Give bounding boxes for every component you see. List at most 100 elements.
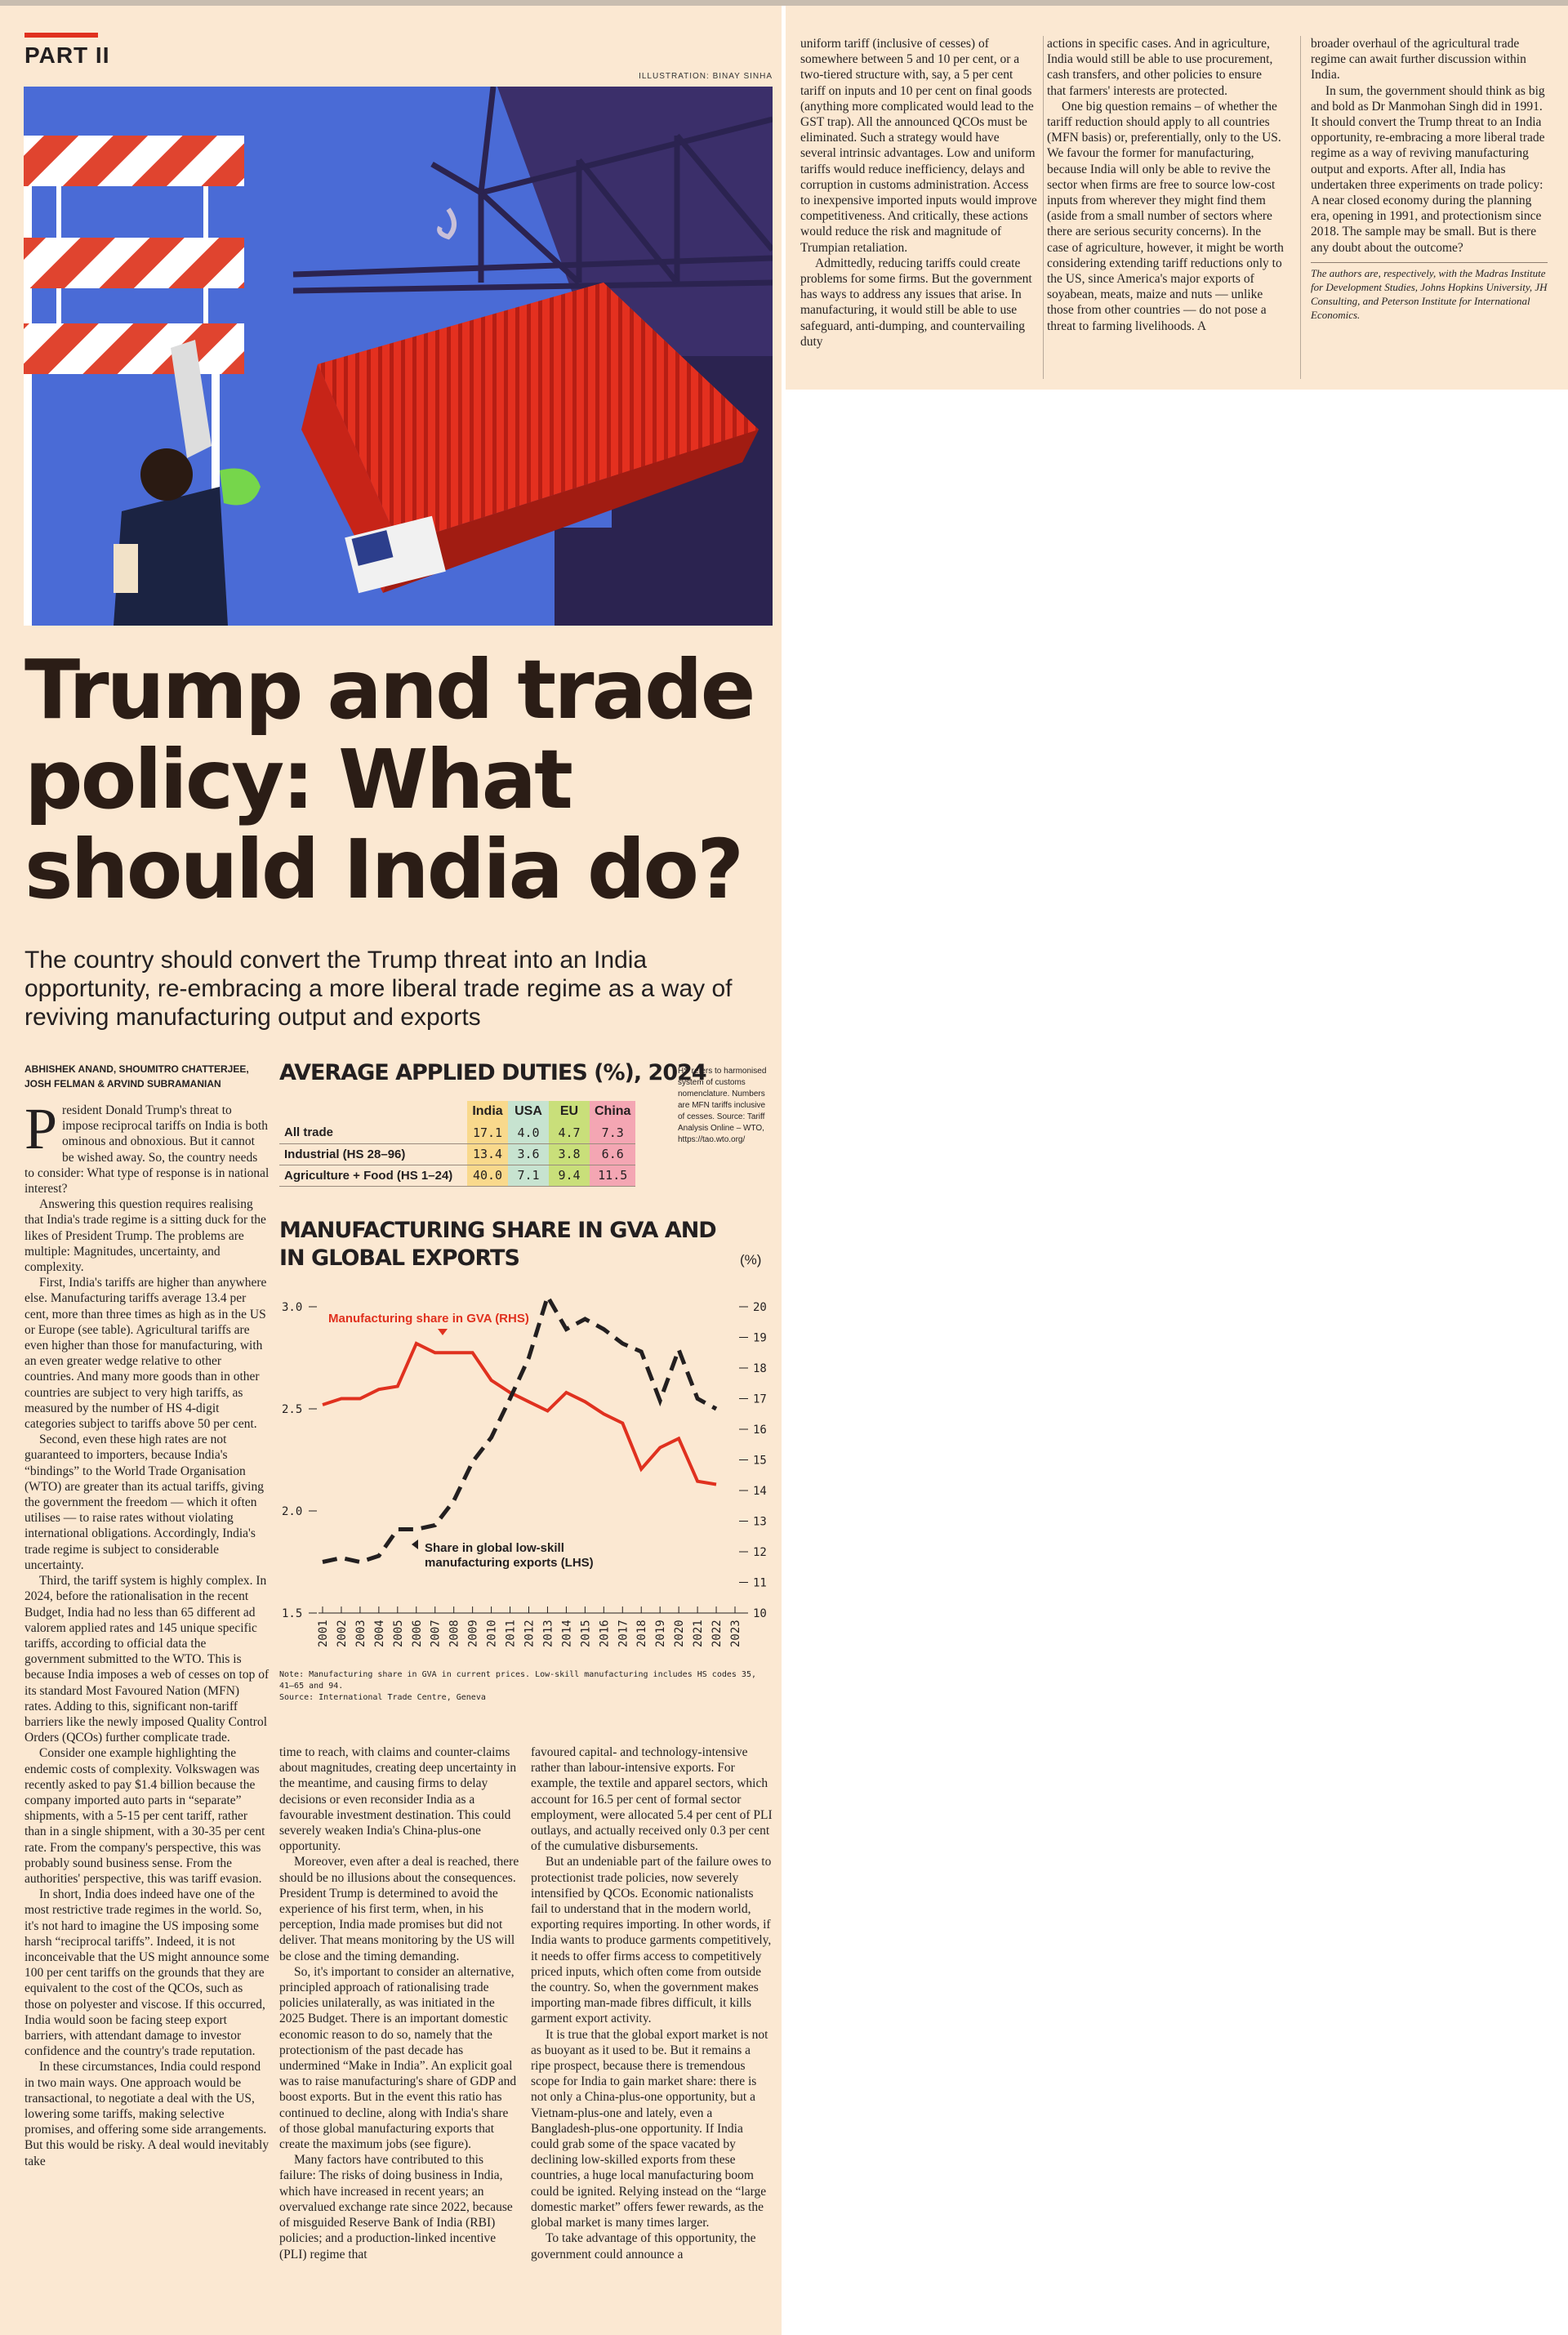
x-tick-label: 2003	[354, 1620, 368, 1647]
paragraph: In sum, the government should think as b…	[1311, 83, 1545, 255]
x-tick-label: 2016	[598, 1620, 611, 1647]
paragraph: time to reach, with claims and counter-c…	[279, 1745, 517, 1854]
table-title: AVERAGE APPLIED DUTIES (%), 2024	[279, 1060, 707, 1085]
x-tick-label: 2002	[336, 1620, 349, 1647]
x-tick-label: 2017	[617, 1620, 630, 1647]
manufacturing-chart: 2001 2002 2003 2004 2005 2006 2007 2008 2009 2010…	[282, 1291, 767, 1647]
right-axis-tick-label: 14	[753, 1485, 767, 1498]
gva-share-line	[322, 1341, 717, 1486]
series-label-exports: Share in global low-skill manufacturing e…	[425, 1541, 594, 1570]
right-axis-tick-label: 19	[753, 1332, 767, 1345]
chart-source: Source: International Trade Centre, Gene…	[279, 1693, 486, 1702]
paragraph: But an undeniable part of the failure ow…	[531, 1855, 772, 2026]
paragraph: broader overhaul of the agricultural tra…	[1311, 37, 1526, 82]
paragraph: uniform tariff (inclusive of cesses) of …	[800, 37, 1037, 255]
duties-table: India USA EU China All trade 17.1 4.0 4.…	[279, 1101, 636, 1187]
x-tick-label: 2006	[411, 1620, 424, 1647]
row-label: Industrial (HS 28–96)	[279, 1143, 467, 1165]
paragraph: Third, the tariff system is highly compl…	[24, 1574, 270, 1745]
cell-china: 7.3	[590, 1122, 636, 1144]
table-row: Agriculture + Food (HS 1–24) 40.0 7.1 9.…	[279, 1165, 636, 1187]
left-axis-tick-label: 1.5	[282, 1607, 302, 1620]
chart-note: Note: Manufacturing share in GVA in curr…	[279, 1670, 756, 1691]
paragraph: First, India's tariffs are higher than a…	[24, 1276, 267, 1432]
continuation-column-1: uniform tariff (inclusive of cesses) of …	[800, 36, 1037, 350]
right-axis-tick-label: 10	[753, 1607, 767, 1620]
chart-title: MANUFACTURING SHARE IN GVA AND IN GLOBAL…	[279, 1218, 717, 1271]
right-axis-tick-label: 11	[753, 1577, 767, 1590]
headline: Trump and trade policy: What should Indi…	[24, 642, 755, 917]
column-header-china: China	[590, 1101, 636, 1122]
paragraph: One big question remains – of whether th…	[1047, 99, 1284, 333]
x-tick-label: 2015	[579, 1620, 592, 1647]
row-label: All trade	[279, 1122, 467, 1144]
x-tick-label: 2018	[635, 1620, 648, 1647]
paragraph: In short, India does indeed have one of …	[24, 1887, 270, 2059]
drop-cap: P	[24, 1096, 58, 1161]
series-label-exports-line: manufacturing exports (LHS)	[425, 1556, 594, 1570]
standfirst: The country should convert the Trump thr…	[24, 947, 733, 1031]
cell-eu: 9.4	[549, 1165, 590, 1187]
table-row: All trade 17.1 4.0 4.7 7.3	[279, 1122, 636, 1144]
cell-india: 40.0	[467, 1165, 508, 1187]
column-header-eu: EU	[549, 1101, 590, 1122]
column-gap	[782, 6, 785, 390]
left-axis-tick-label: 3.0	[282, 1301, 302, 1314]
cell-usa: 3.6	[508, 1143, 549, 1165]
export-share-line	[322, 1291, 718, 1565]
cell-usa: 7.1	[508, 1165, 549, 1187]
cell-usa: 4.0	[508, 1122, 549, 1144]
table-header-row: India USA EU China	[279, 1101, 636, 1122]
x-tick-label: 2011	[505, 1620, 518, 1647]
x-tick-label: 2009	[467, 1620, 480, 1647]
paragraph: Answering this question requires realisi…	[24, 1197, 266, 1275]
x-tick-label: 2004	[373, 1620, 386, 1647]
paragraph: In these circumstances, India could resp…	[24, 2060, 270, 2168]
top-strip	[0, 0, 1568, 6]
cell-india: 13.4	[467, 1143, 508, 1165]
table-row: Industrial (HS 28–96) 13.4 3.6 3.8 6.6	[279, 1143, 636, 1165]
paragraph: actions in specific cases. And in agricu…	[1047, 37, 1273, 98]
continuation-background	[786, 6, 1568, 390]
series-label-gva: Manufacturing share in GVA (RHS)	[328, 1312, 529, 1326]
author-bio: The authors are, respectively, with the …	[1311, 261, 1548, 322]
paragraph: Second, even these high rates are not gu…	[24, 1433, 264, 1572]
right-axis-tick-label: 20	[753, 1301, 767, 1314]
body-column-3: favoured capital- and technology-intensi…	[531, 1745, 773, 2262]
x-tick-label: 2022	[710, 1620, 724, 1647]
x-tick-label: 2023	[729, 1620, 742, 1647]
right-axis-tick-label: 16	[753, 1424, 767, 1437]
left-axis-tick-label: 2.5	[282, 1403, 302, 1416]
table-note: HS refers to harmonised system of custom…	[678, 1067, 767, 1144]
cell-china: 11.5	[590, 1165, 636, 1187]
x-tick-label: 2013	[541, 1620, 555, 1647]
byline: ABHISHEK ANAND, SHOUMITRO CHATTERJEE, JO…	[24, 1063, 249, 1090]
chart-unit: (%)	[740, 1252, 762, 1268]
paragraph: Admittedly, reducing tariffs could creat…	[800, 256, 1032, 349]
x-tick-label: 2008	[448, 1620, 461, 1647]
cell-india: 17.1	[467, 1122, 508, 1144]
illustration	[24, 87, 773, 626]
cell-eu: 4.7	[549, 1122, 590, 1144]
paragraph: To take advantage of this opportunity, t…	[531, 2231, 756, 2261]
paragraph: It is true that the global export market…	[531, 2027, 768, 2230]
x-tick-label: 2014	[560, 1620, 573, 1647]
right-axis-tick-label: 18	[753, 1362, 767, 1375]
table-header-spacer	[279, 1101, 467, 1122]
x-tick-label: 2012	[523, 1620, 537, 1647]
paragraph: Consider one example highlighting the en…	[24, 1746, 265, 1886]
illustration-credit: ILLUSTRATION: BINAY SINHA	[639, 72, 773, 81]
cell-china: 6.6	[590, 1143, 636, 1165]
right-axis-tick-label: 17	[753, 1393, 767, 1406]
series-label-gva-pointer	[438, 1329, 448, 1335]
paragraph: So, it's important to consider an altern…	[279, 1964, 517, 2152]
right-axis-tick-label: 12	[753, 1546, 767, 1559]
right-axis-tick-label: 15	[753, 1455, 767, 1468]
paragraph: favoured capital- and technology-intensi…	[531, 1745, 773, 1854]
body-column-2: time to reach, with claims and counter-c…	[279, 1745, 521, 2262]
left-axis-tick-label: 2.0	[282, 1505, 302, 1518]
chart-note-block: Note: Manufacturing share in GVA in curr…	[279, 1669, 773, 1704]
series-label-exports-pointer	[412, 1540, 418, 1549]
part-label: PART II	[24, 42, 110, 68]
